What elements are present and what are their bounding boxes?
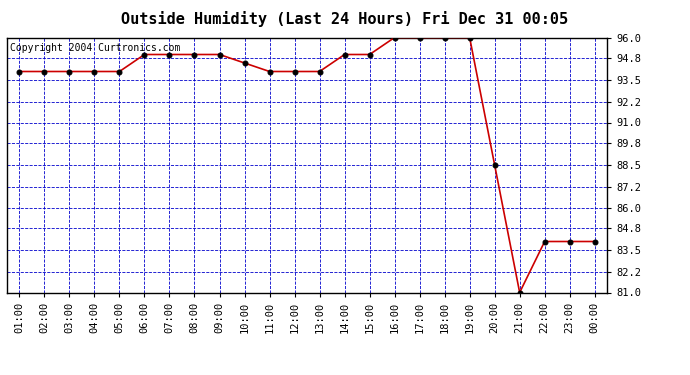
Text: Copyright 2004 Curtronics.com: Copyright 2004 Curtronics.com [10,43,180,52]
Text: Outside Humidity (Last 24 Hours) Fri Dec 31 00:05: Outside Humidity (Last 24 Hours) Fri Dec… [121,11,569,27]
